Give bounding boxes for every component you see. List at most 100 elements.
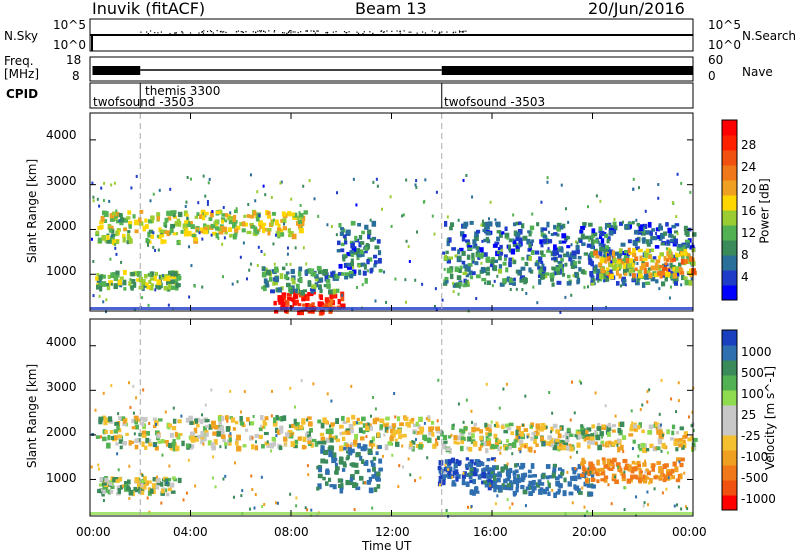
power-cell xyxy=(485,236,490,242)
power-cell xyxy=(604,233,609,239)
power-scatter xyxy=(262,184,265,188)
power-cell xyxy=(579,239,583,244)
velocity-cell xyxy=(479,429,483,434)
velocity-scatter xyxy=(275,434,278,438)
power-cell xyxy=(246,230,252,235)
velocity-cell xyxy=(678,443,683,448)
power-cell xyxy=(132,214,136,219)
power-cell xyxy=(282,226,288,231)
velocity-cell xyxy=(379,418,385,423)
power-cell xyxy=(652,236,658,241)
power-cell xyxy=(617,263,623,269)
power-cell xyxy=(267,230,271,236)
power-cell xyxy=(621,261,625,265)
power-cell xyxy=(543,266,547,271)
power-cell xyxy=(315,276,319,282)
nsearch-dot xyxy=(140,31,142,33)
power-cell xyxy=(512,222,517,227)
power-cell xyxy=(627,222,632,227)
velocity-cell xyxy=(586,469,592,474)
power-cell xyxy=(476,229,481,234)
power-cell xyxy=(142,225,146,232)
velocity-cell xyxy=(633,474,637,479)
velocity-cell xyxy=(239,421,245,426)
power-cell xyxy=(573,260,577,266)
velocity-cell xyxy=(170,482,175,488)
power-scatter xyxy=(683,244,686,248)
power-scatter xyxy=(92,199,95,203)
power-cell xyxy=(103,219,108,224)
velocity-cell xyxy=(110,435,115,441)
power-cell xyxy=(650,276,656,282)
velocity-cell xyxy=(560,469,565,474)
velocity-cell xyxy=(335,438,341,443)
power-cell xyxy=(112,239,116,246)
velocity-cell xyxy=(214,424,219,430)
power-cell xyxy=(378,269,383,273)
power-cell xyxy=(141,281,145,286)
power-cell xyxy=(557,260,563,265)
velocity-scatter xyxy=(493,424,496,428)
nsky-tick-top: 10^5 xyxy=(53,18,86,32)
velocity-scatter xyxy=(224,474,227,478)
power-scatter xyxy=(201,237,204,241)
velocity-scatter xyxy=(660,449,663,453)
power-cell xyxy=(672,235,677,240)
velocity-cell xyxy=(412,440,416,445)
velocity-scatter xyxy=(602,443,605,447)
velocity-cell xyxy=(346,430,351,435)
power-cell xyxy=(644,262,649,268)
power-cell xyxy=(349,240,354,245)
power-cell xyxy=(588,222,593,227)
velocity-cell xyxy=(569,433,574,438)
power-scatter xyxy=(655,231,658,235)
power-scatter xyxy=(135,174,138,178)
velocity-cell xyxy=(607,431,611,437)
velocity-cell xyxy=(532,474,537,478)
velocity-cell xyxy=(614,479,619,485)
velocity-cell xyxy=(672,461,677,467)
cpid-segment-2: themis 3300 xyxy=(145,84,221,98)
power-cell xyxy=(182,223,188,230)
power-cbtick-24: 24 xyxy=(741,160,757,174)
velocity-cell xyxy=(453,440,457,445)
power-cell xyxy=(599,247,604,252)
power-scatter xyxy=(239,255,242,259)
power-cell xyxy=(235,225,241,230)
velocity-cell xyxy=(293,444,298,449)
velocity-cell xyxy=(590,477,595,483)
power-cell xyxy=(650,235,655,241)
power-cell xyxy=(592,270,597,274)
velocity-scatter xyxy=(644,459,647,463)
nsearch-dot xyxy=(446,31,448,33)
velocity-cell xyxy=(471,433,475,439)
velocity-cell xyxy=(235,438,239,443)
velocity-cell xyxy=(140,479,145,483)
power-cell xyxy=(233,209,238,214)
power-cell xyxy=(124,217,129,223)
power-scatter xyxy=(496,274,499,278)
velocity-cell xyxy=(460,440,465,445)
power-scatter xyxy=(258,213,261,217)
date-title: 20/Jun/2016 xyxy=(588,0,685,18)
power-cell xyxy=(652,256,657,260)
velocity-cell xyxy=(530,436,534,441)
power-cell xyxy=(203,211,209,216)
power-scatter xyxy=(211,210,214,214)
power-scatter xyxy=(105,298,108,302)
power-cell xyxy=(628,251,632,255)
power-cell xyxy=(472,239,477,245)
power-cell xyxy=(96,273,100,277)
power-scatter xyxy=(482,219,485,223)
power-scatter xyxy=(246,277,249,281)
power-cell xyxy=(115,272,120,278)
power-scatter xyxy=(551,257,554,261)
power-cell xyxy=(295,283,300,290)
power-cell xyxy=(600,267,605,274)
power-cell xyxy=(520,266,526,271)
velocity-cell xyxy=(228,437,232,443)
velocity-scatter xyxy=(306,508,309,512)
power-cell xyxy=(680,252,684,256)
velocity-cell xyxy=(317,440,322,445)
power-cell xyxy=(115,219,121,224)
